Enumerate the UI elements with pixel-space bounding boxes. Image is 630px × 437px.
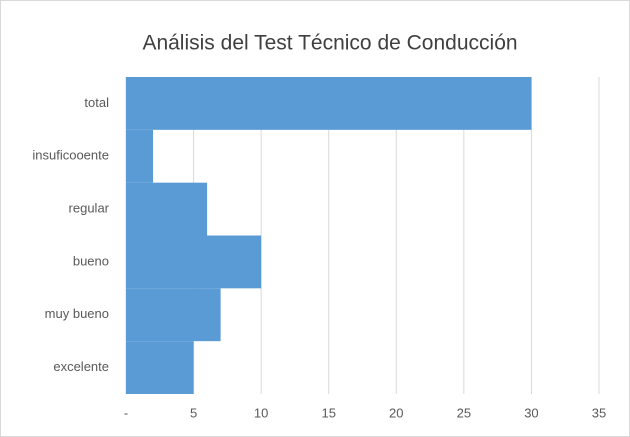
y-tick-label: bueno [73,253,109,268]
bar [126,129,154,183]
bar [126,341,194,394]
x-tick-label: 5 [190,405,197,420]
chart-title: Análisis del Test Técnico de Conducción [142,32,517,55]
bar [126,182,208,236]
bar [126,288,221,342]
bar [126,235,262,289]
x-tick-label: 15 [321,405,335,420]
x-tick-label: 25 [457,405,471,420]
y-tick-label: total [84,95,109,110]
x-tick-label: 35 [592,405,606,420]
y-tick-label: excelente [53,359,109,374]
y-tick-label: regular [69,201,110,216]
x-tick-label: 10 [254,405,268,420]
y-tick-label: muy bueno [45,306,109,321]
y-tick-label: insuficooente [32,148,109,163]
x-tick-label: 20 [389,405,403,420]
bar [126,77,532,130]
x-tick-label: 30 [524,405,538,420]
x-tick-label: - [124,405,128,420]
